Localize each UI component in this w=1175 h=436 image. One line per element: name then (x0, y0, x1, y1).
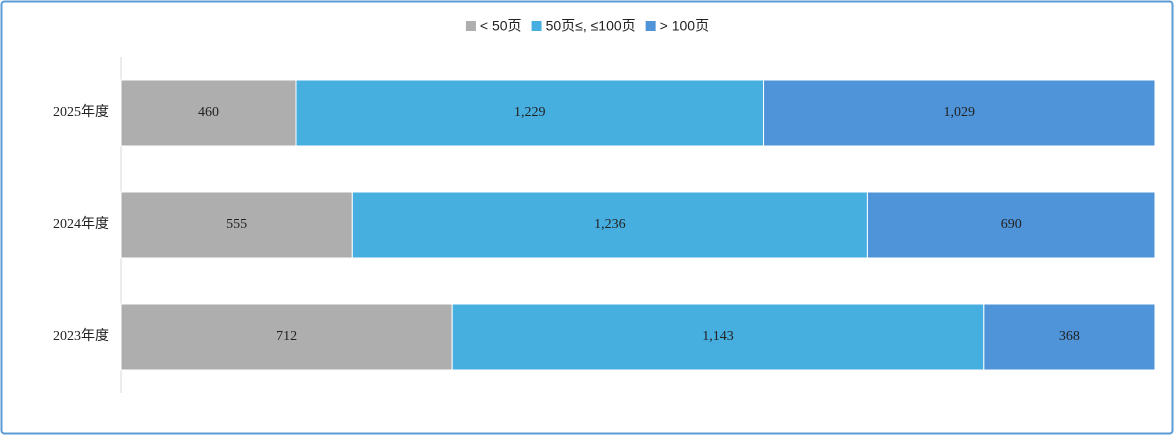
bar-segment (763, 79, 1156, 147)
data-label: 368 (1059, 329, 1080, 344)
bar-segment (351, 191, 868, 259)
data-label: 460 (198, 105, 219, 120)
data-label: 555 (226, 217, 247, 232)
data-label: 690 (1001, 217, 1022, 232)
legend-label: 50页≤, ≤100页 (546, 18, 636, 34)
y-tick-label: 2024年度 (53, 216, 109, 232)
legend-marker (645, 21, 656, 31)
bar-segment (120, 303, 453, 371)
legend-marker (465, 21, 476, 31)
bar-segment (866, 191, 1156, 259)
data-label: 1,229 (514, 105, 546, 120)
legend-label: > 100页 (660, 18, 709, 34)
data-label: 712 (276, 329, 297, 344)
bar-segment (120, 191, 353, 259)
data-label: 1,143 (702, 329, 734, 344)
bar-segment (120, 79, 297, 147)
legend-label: < 50页 (480, 18, 522, 34)
bar-segment (983, 303, 1156, 371)
y-tick-label: 2023年度 (53, 328, 109, 344)
data-label: 1,029 (944, 105, 976, 120)
bar-segment (295, 79, 765, 147)
data-label: 1,236 (594, 217, 626, 232)
legend-marker (531, 21, 542, 31)
y-tick-label: 2025年度 (53, 104, 109, 120)
